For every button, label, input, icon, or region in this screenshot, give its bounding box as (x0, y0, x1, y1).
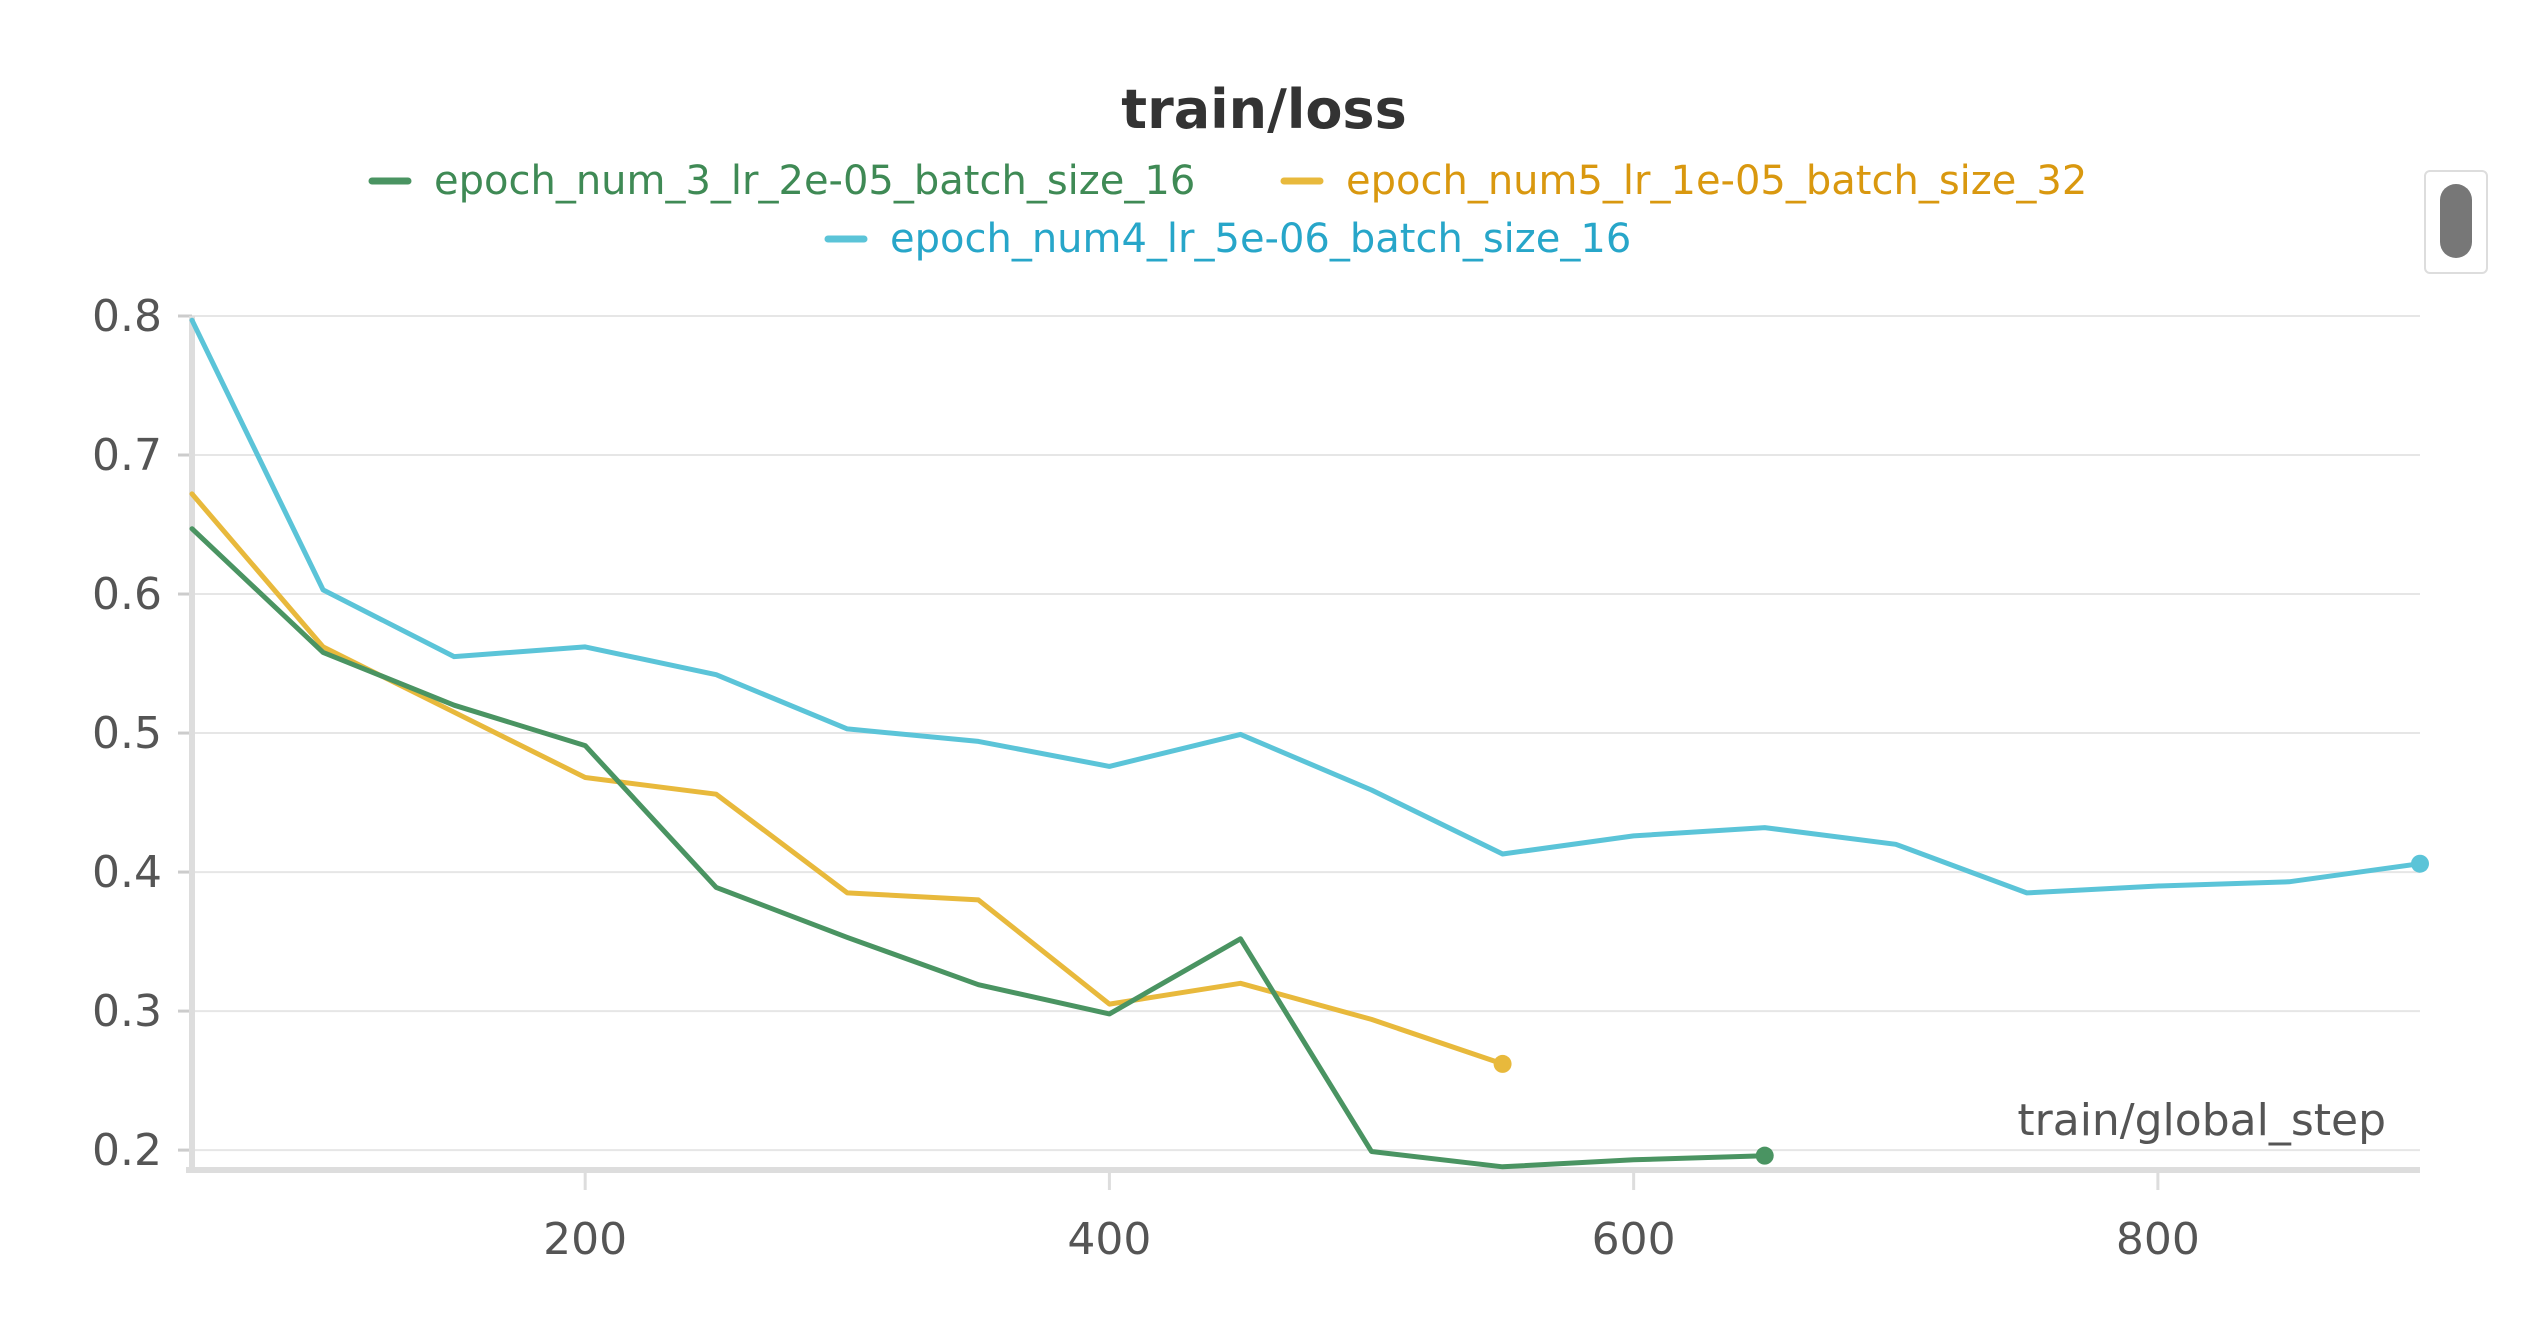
series-lines (189, 317, 2429, 1170)
x-tick-label: 200 (543, 1214, 627, 1265)
legend-label: epoch_num_3_lr_2e-05_batch_size_16 (434, 158, 1195, 204)
x-tick-labels: 200 400 600 800 (543, 1214, 2200, 1265)
series-line-1 (189, 526, 1768, 1170)
y-tick-label: 0.2 (92, 1125, 162, 1176)
series-line-3 (189, 317, 2423, 896)
legend-item-1[interactable]: epoch_num_3_lr_2e-05_batch_size_16 (368, 158, 1195, 204)
legend-label: epoch_num5_lr_1e-05_batch_size_32 (1346, 158, 2087, 204)
x-tick-label: 400 (1067, 1214, 1151, 1265)
grid (178, 314, 2420, 1152)
y-tick-label: 0.8 (92, 291, 162, 342)
series-line-2 (189, 491, 1506, 1067)
y-tick-label: 0.3 (92, 986, 162, 1037)
legend-item-2[interactable]: epoch_num5_lr_1e-05_batch_size_32 (1280, 158, 2087, 204)
y-tick-label: 0.7 (92, 430, 162, 481)
series-endpoint-2 (1493, 1054, 1512, 1073)
series-endpoint-1 (1755, 1146, 1774, 1165)
series-endpoint-3 (2411, 854, 2429, 873)
legend-label: epoch_num4_lr_5e-06_batch_size_16 (890, 216, 1631, 262)
x-tick-label: 600 (1592, 1214, 1676, 1265)
y-tick-labels: 0.2 0.3 0.4 0.5 0.6 0.7 0.8 (92, 291, 162, 1176)
y-tick-label: 0.5 (92, 708, 162, 759)
axes (186, 316, 2420, 1190)
legend: epoch_num_3_lr_2e-05_batch_size_16 epoch_… (368, 158, 2087, 262)
y-tick-label: 0.6 (92, 569, 162, 620)
x-axis-label: train/global_step (2017, 1095, 2386, 1146)
y-tick-label: 0.4 (92, 847, 162, 898)
chart-title: train/loss (1121, 78, 1406, 141)
x-tick-label: 800 (2116, 1214, 2200, 1265)
legend-item-3[interactable]: epoch_num4_lr_5e-06_batch_size_16 (824, 216, 1631, 262)
legend-scrollbar-thumb[interactable] (2440, 184, 2472, 258)
legend-scrollbar[interactable] (2424, 170, 2488, 274)
